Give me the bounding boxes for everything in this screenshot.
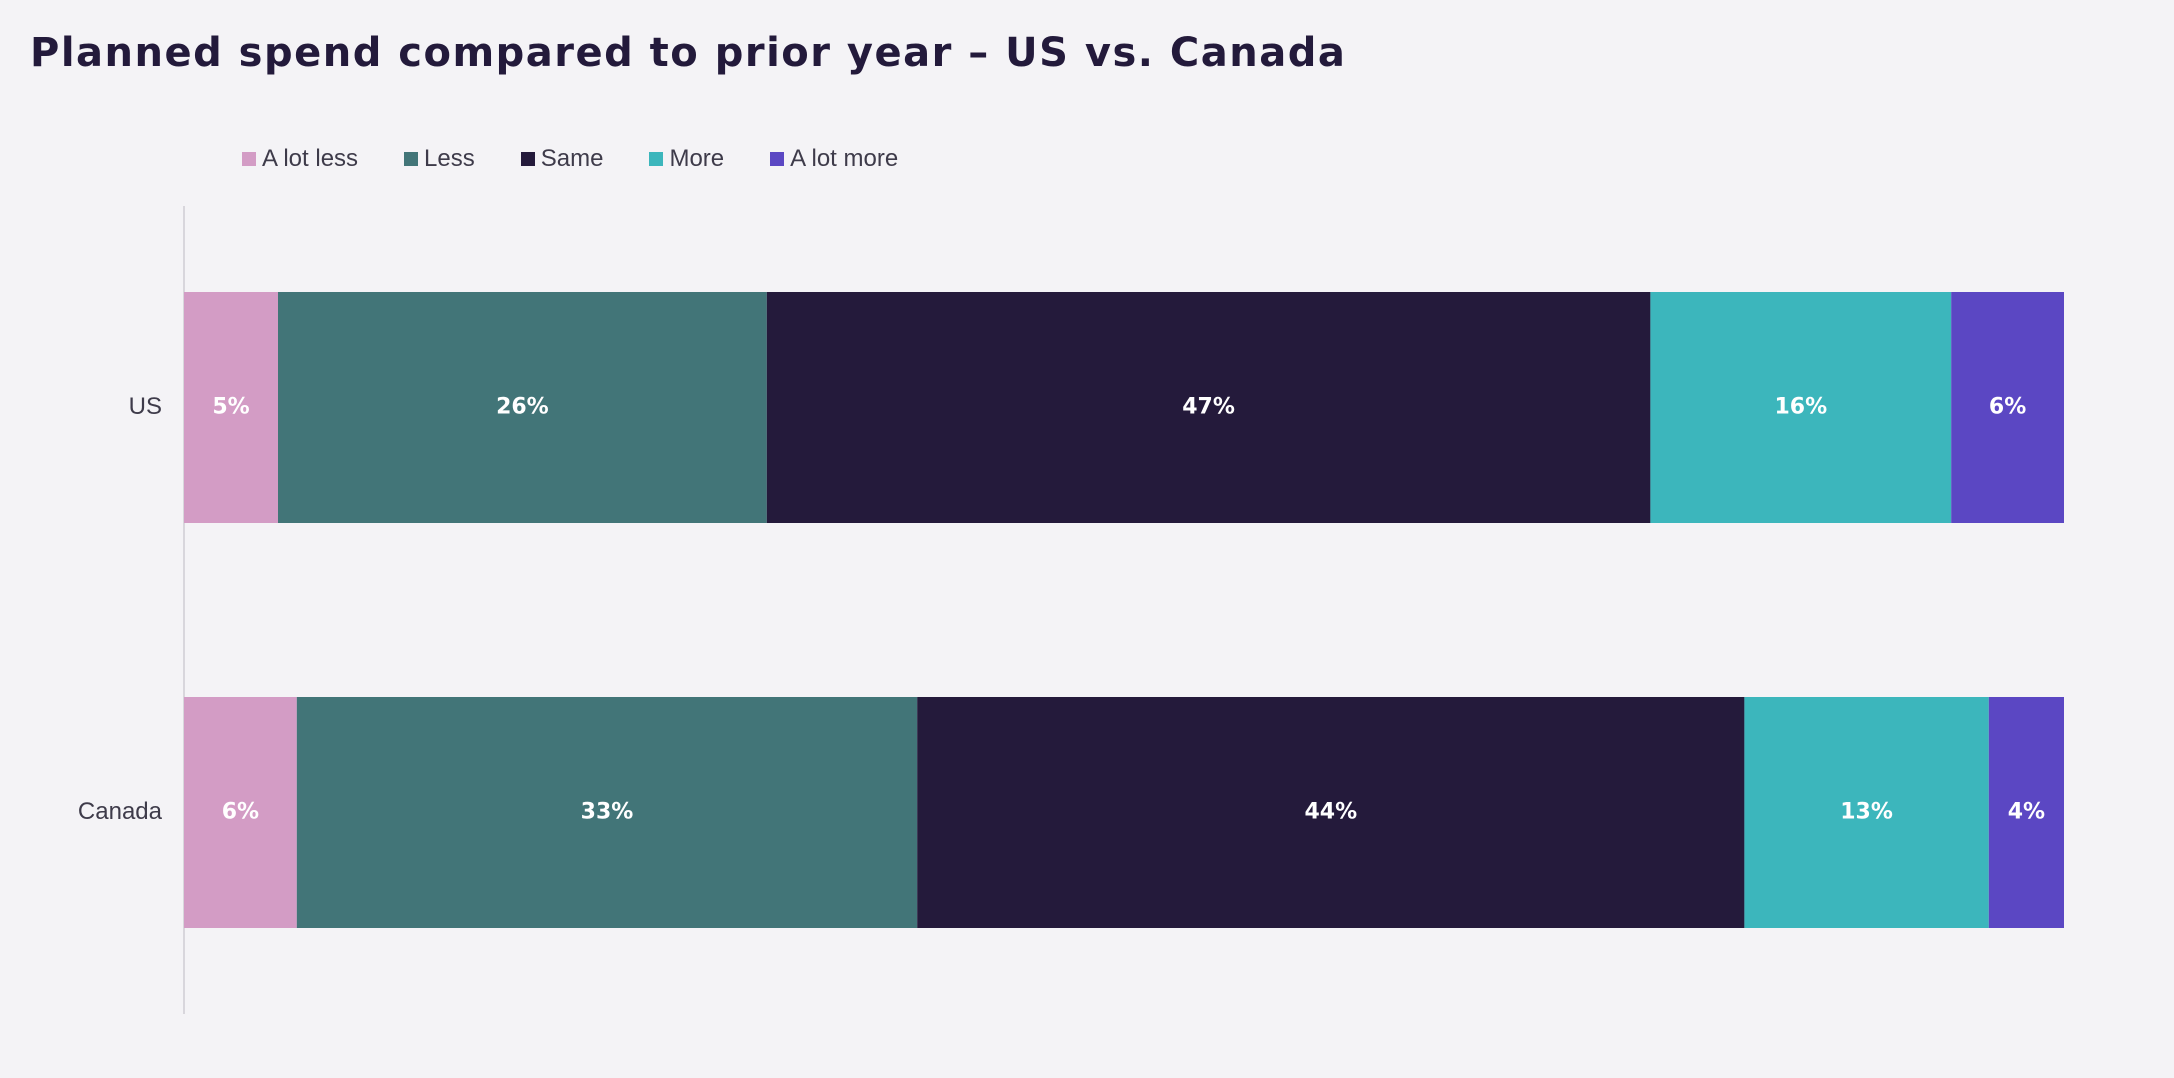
legend-label-same: Same	[540, 145, 604, 172]
data-label-canada-more: 13%	[1840, 800, 1893, 825]
legend-item-a-lot-less: A lot less	[242, 145, 358, 173]
bar-canada-a-lot-more	[1988, 697, 2064, 928]
data-label-us-a-lot-less: 5%	[212, 395, 249, 420]
data-label-us-a-lot-more: 6%	[1989, 395, 2026, 420]
data-label-us-same: 47%	[1182, 395, 1235, 420]
category-label-canada: Canada	[78, 798, 163, 825]
data-label-us-less: 26%	[496, 395, 549, 420]
legend-label-less: Less	[424, 145, 475, 172]
legend-item-a-lot-more: A lot more	[770, 145, 898, 173]
legend-item-less: Less	[404, 145, 475, 173]
legend-swatch-a-lot-less	[242, 152, 256, 166]
data-label-canada-a-lot-more: 4%	[2008, 800, 2045, 825]
bar-canada-more	[1744, 697, 1989, 928]
legend-swatch-a-lot-more	[770, 152, 785, 166]
legend-item-same: Same	[520, 145, 604, 173]
data-label-canada-same: 44%	[1304, 800, 1357, 825]
bar-us-more	[1650, 292, 1952, 523]
legend-label-a-lot-more: A lot more	[790, 145, 899, 172]
bar-us-a-lot-less	[184, 292, 278, 523]
category-label-us: US	[129, 393, 162, 420]
data-label-canada-a-lot-less: 6%	[222, 800, 259, 825]
bar-canada-a-lot-less	[184, 697, 297, 928]
bar-us-less	[278, 292, 767, 523]
legend-swatch-same	[520, 152, 535, 166]
legend-item-more: More	[649, 145, 724, 173]
bar-us-same	[766, 292, 1651, 523]
bar-canada-less	[296, 697, 918, 928]
legend-label-a-lot-less: A lot less	[262, 145, 359, 172]
legend-swatch-more	[649, 152, 664, 166]
bar-canada-same	[917, 697, 1745, 928]
data-label-us-more: 16%	[1774, 395, 1827, 420]
chart-title: Planned spend compared to prior year – U…	[30, 30, 1347, 76]
legend-label-more: More	[669, 145, 725, 172]
legend-swatch-less	[404, 152, 419, 166]
data-label-canada-less: 33%	[581, 800, 634, 825]
bar-us-a-lot-more	[1951, 292, 2064, 523]
legend: A lot less Less Same More A lot more	[242, 145, 944, 173]
